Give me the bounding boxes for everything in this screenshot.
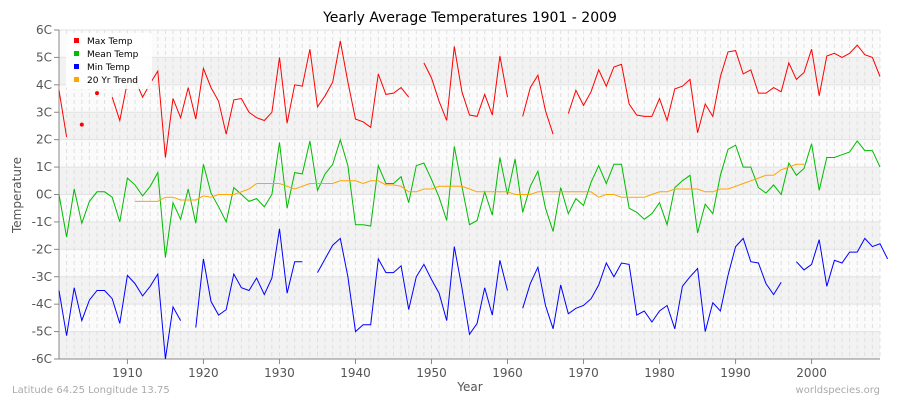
mean-temp-line-segment (58, 137, 881, 258)
legend: Max Temp Mean Temp Min Temp 20 Yr Trend (66, 33, 152, 89)
series-20-yr-trend (135, 163, 804, 202)
max-temp-point (95, 91, 99, 96)
series-mean-temp (58, 137, 881, 258)
x-axis-label: Year (456, 380, 482, 394)
y-tick-label: -5C (32, 325, 52, 339)
x-tick-label: 1930 (264, 366, 295, 380)
min-temp-line-segment (195, 228, 303, 328)
y-tick-label: 1C (36, 160, 52, 174)
series-max-temp (58, 40, 881, 158)
y-tick-label: 2C (36, 133, 52, 147)
min-temp-line-segment (58, 272, 182, 360)
20-yr-trend-line-segment (135, 163, 804, 202)
y-tick-label: -2C (32, 242, 52, 256)
y-tick-label: 0C (36, 188, 52, 202)
legend-background (66, 33, 152, 89)
mean-temp-legend-swatch (74, 51, 79, 56)
min-temp-legend-swatch (74, 64, 79, 69)
min-temp-line-segment (522, 237, 782, 332)
max-temp-legend-swatch (74, 38, 79, 43)
x-tick-label: 1980 (644, 366, 675, 380)
x-tick-label: 1970 (568, 366, 599, 380)
20-yr-trend-legend-swatch (74, 77, 79, 82)
max-temp-line-segment (423, 46, 508, 121)
max-temp-legend-label: Max Temp (87, 37, 133, 47)
footer-location: Latitude 64.25 Longitude 13.75 (12, 385, 170, 396)
y-tick-label: 4C (36, 78, 52, 92)
max-temp-line-segment (111, 40, 410, 158)
y-axis-label: Temperature (10, 157, 24, 234)
max-temp-line-segment (567, 44, 881, 133)
y-tick-label: 3C (36, 105, 52, 119)
y-tick-label: 5C (36, 50, 52, 64)
max-temp-point (79, 122, 84, 127)
20-yr-trend-legend-label: 20 Yr Trend (87, 76, 138, 86)
x-tick-label: 1960 (492, 366, 523, 380)
y-tick-label: -3C (32, 270, 52, 284)
x-tick-label: 1910 (112, 366, 143, 380)
x-tick-label: 1940 (340, 366, 371, 380)
y-tick-label: -4C (32, 297, 52, 311)
mean-temp-legend-label: Mean Temp (87, 50, 139, 60)
y-tick-label: -1C (32, 215, 52, 229)
x-tick-label: 1920 (188, 366, 219, 380)
min-temp-legend-label: Min Temp (87, 63, 130, 73)
y-tick-label: -6C (32, 352, 52, 366)
series-min-temp (58, 228, 889, 360)
x-tick-label: 1950 (416, 366, 447, 380)
max-temp-line-segment (522, 73, 554, 135)
min-temp-line-segment (317, 237, 508, 336)
x-tick-label: 2000 (796, 366, 827, 380)
y-tick-label: 6C (36, 23, 52, 37)
chart-title: Yearly Average Temperatures 1901 - 2009 (322, 10, 617, 26)
min-temp-line-segment (796, 237, 889, 287)
x-tick-label: 1990 (720, 366, 751, 380)
max-temp-line-segment (58, 90, 68, 137)
footer-source: worldspecies.org (796, 385, 880, 396)
